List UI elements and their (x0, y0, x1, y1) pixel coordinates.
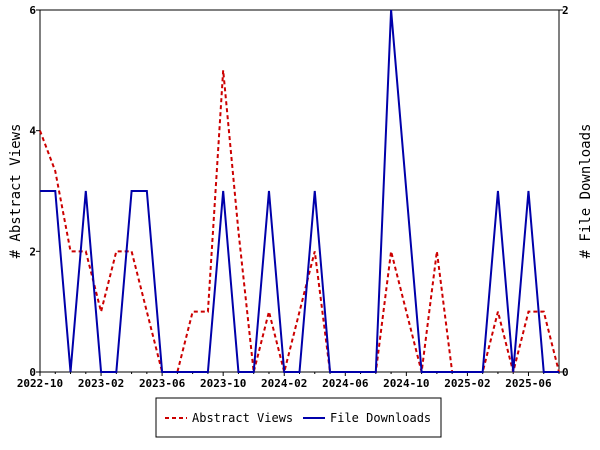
plot-area (39, 9, 560, 373)
series-line-file-downloads (40, 9, 559, 373)
y-left-tick-label: 2 (29, 245, 36, 258)
y-left-axis: 0 2 4 6 (29, 4, 40, 379)
y-left-tick-label: 0 (29, 366, 36, 379)
legend-label-abstract-views: Abstract Views (192, 411, 293, 425)
y-left-axis-title: # Abstract Views (8, 124, 24, 259)
x-tick-label: 2024-10 (383, 377, 429, 390)
x-tick-label: 2024-06 (322, 377, 369, 390)
legend-label-file-downloads: File Downloads (330, 411, 431, 425)
legend: Abstract Views File Downloads (155, 397, 442, 438)
x-tick-label: 2023-10 (200, 377, 246, 390)
x-tick-label: 2023-06 (139, 377, 186, 390)
y-left-tick-label: 6 (29, 4, 36, 17)
y-right-axis-title: # File Downloads (578, 124, 594, 259)
y-left-tick-label: 4 (29, 125, 36, 138)
x-axis: 2022-10 2023-02 2023-06 2023-10 2024-02 2024-… (17, 372, 560, 390)
x-tick-label: 2022-10 (17, 377, 63, 390)
legend-box (155, 397, 442, 438)
y-right-axis: 02 (559, 4, 569, 379)
x-tick-label: 2024-02 (261, 377, 307, 390)
y-right-tick-label: 2 (562, 4, 569, 17)
x-tick-label: 2023-02 (78, 377, 124, 390)
x-tick-label: 2025-02 (444, 377, 490, 390)
series-layer (39, 9, 560, 373)
y-right-tick-label: 0 (562, 366, 569, 379)
x-tick-label: 2025-06 (505, 377, 552, 390)
